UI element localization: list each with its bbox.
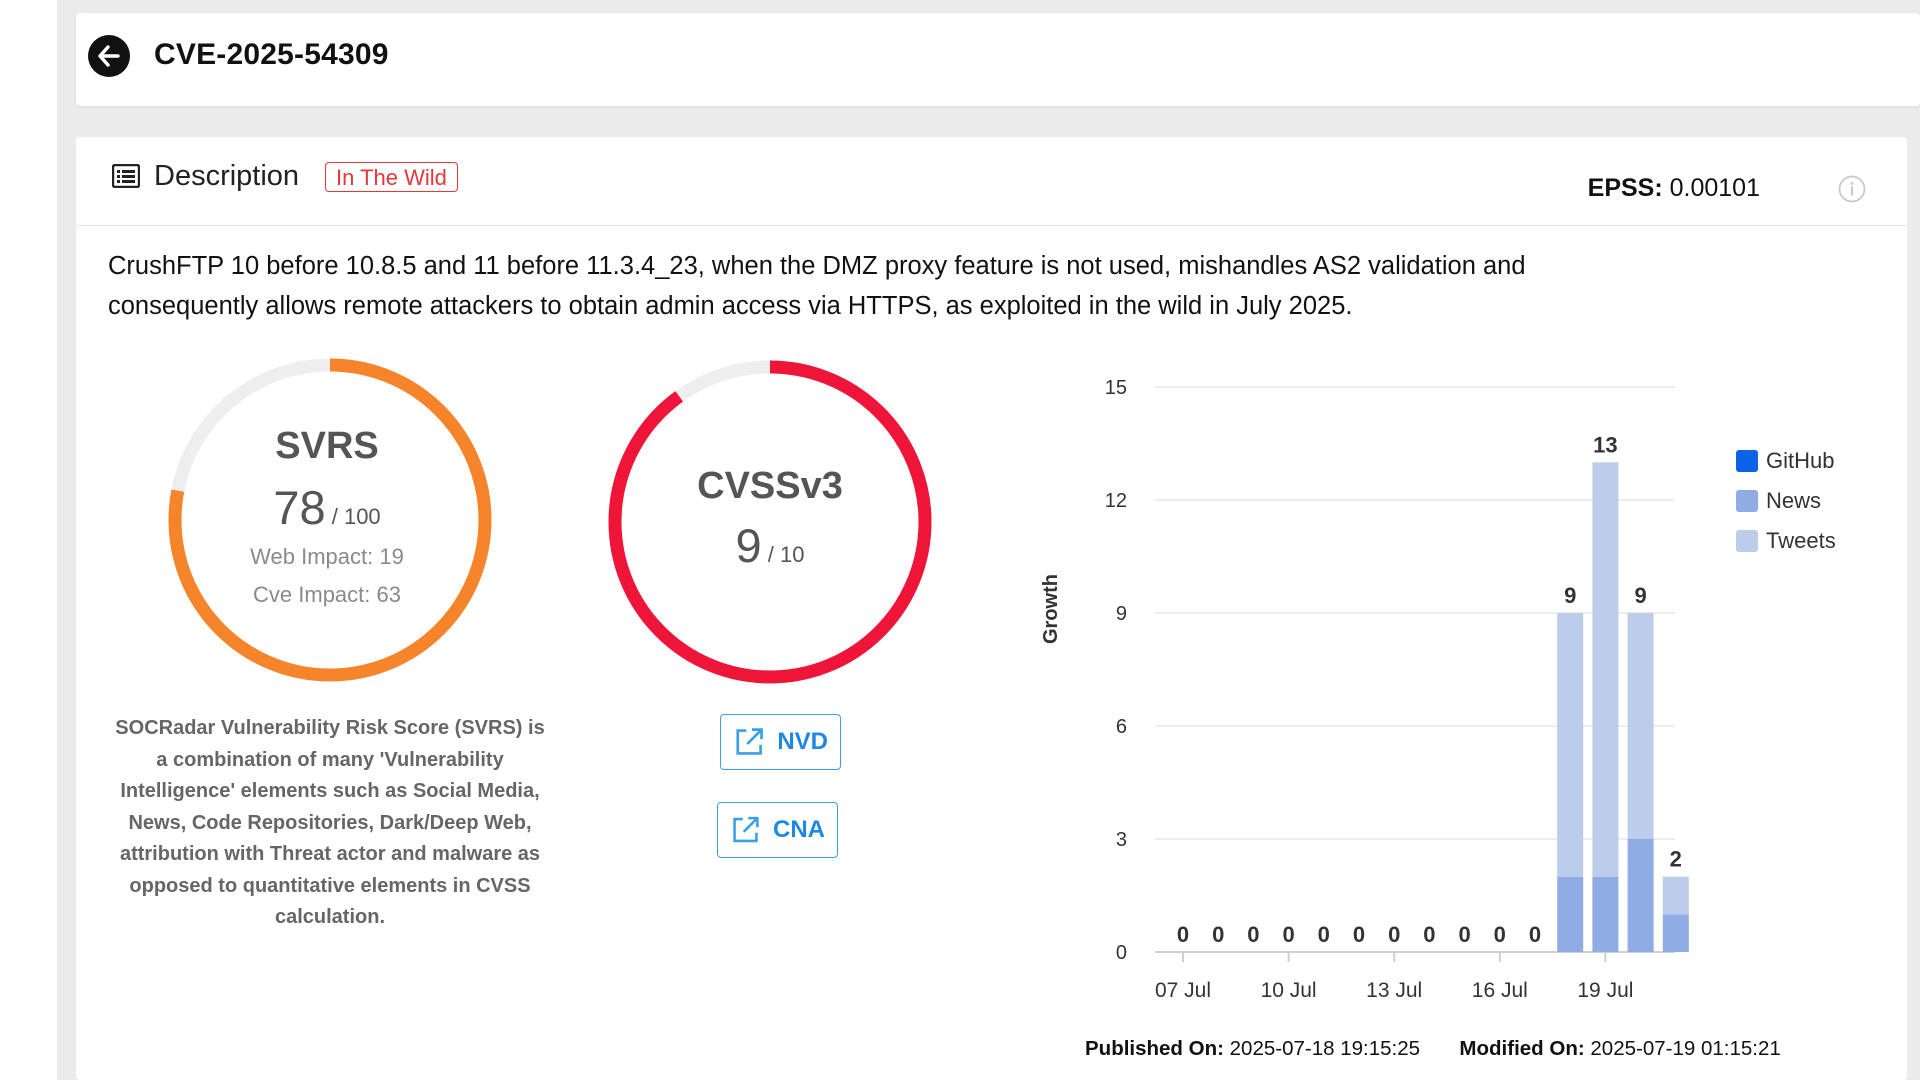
bar-data-label: 0 bbox=[1529, 922, 1541, 947]
legend-swatch bbox=[1736, 450, 1758, 472]
arrow-left-icon bbox=[98, 45, 120, 67]
bar-data-label: 9 bbox=[1564, 583, 1576, 608]
nvd-label: NVD bbox=[777, 728, 828, 755]
bar-data-label: 0 bbox=[1353, 922, 1365, 947]
bar-data-label: 0 bbox=[1318, 922, 1330, 947]
published-value: 2025-07-18 19:15:25 bbox=[1229, 1037, 1421, 1060]
svrs-score: 78 / 100 bbox=[227, 480, 427, 535]
svrs-score-max: / 100 bbox=[331, 504, 381, 529]
x-tick-label: 19 Jul bbox=[1577, 979, 1633, 1002]
divider bbox=[76, 225, 1907, 226]
svrs-title: SVRS bbox=[275, 425, 379, 467]
bar-data-label: 0 bbox=[1247, 922, 1259, 947]
nvd-link-button[interactable]: NVD bbox=[720, 714, 841, 770]
in-the-wild-badge: In The Wild bbox=[325, 162, 458, 192]
x-tick-label: 13 Jul bbox=[1366, 979, 1422, 1002]
legend-swatch bbox=[1736, 490, 1758, 512]
svrs-cve-impact: Cve Impact: 63 bbox=[253, 582, 401, 607]
legend-swatch bbox=[1736, 530, 1758, 552]
bar-data-label: 0 bbox=[1458, 922, 1470, 947]
cvss-gauge bbox=[608, 360, 932, 684]
page-title: CVE-2025-54309 bbox=[154, 38, 389, 71]
cvss-title: CVSSv3 bbox=[697, 465, 843, 507]
bar-news bbox=[1627, 839, 1654, 952]
legend-label: Tweets bbox=[1766, 528, 1836, 553]
svrs-gauge bbox=[168, 358, 492, 682]
svrs-score-value: 78 bbox=[273, 481, 326, 534]
bar-data-label: 0 bbox=[1282, 922, 1294, 947]
description-text: CrushFTP 10 before 10.8.5 and 11 before … bbox=[108, 252, 1526, 320]
y-tick-label: 15 bbox=[1105, 377, 1127, 399]
svrs-explanation: SOCRadar Vulnerability Risk Score (SVRS)… bbox=[115, 717, 545, 928]
cvss-score: 9 / 10 bbox=[670, 518, 870, 573]
published-label: Published On: bbox=[1085, 1037, 1224, 1060]
external-link-icon bbox=[733, 816, 759, 843]
bar-news bbox=[1557, 876, 1584, 952]
legend-item-github[interactable]: GitHub bbox=[1736, 448, 1834, 474]
chart-y-axis-label: Growth bbox=[1040, 574, 1062, 644]
bar-data-label: 2 bbox=[1670, 847, 1682, 872]
bar-tweets bbox=[1662, 876, 1689, 915]
modified-label: Modified On: bbox=[1459, 1037, 1585, 1060]
bar-data-label: 0 bbox=[1177, 922, 1189, 947]
legend-item-news[interactable]: News bbox=[1736, 488, 1821, 514]
bar-tweets bbox=[1592, 462, 1619, 877]
dates-footer: Published On: 2025-07-18 19:15:25 Modifi… bbox=[1085, 1037, 1781, 1061]
epss-label: EPSS: bbox=[1587, 174, 1663, 202]
y-tick-label: 0 bbox=[1116, 942, 1127, 964]
legend-label: GitHub bbox=[1766, 448, 1835, 473]
back-button[interactable] bbox=[88, 35, 130, 77]
bar-data-label: 0 bbox=[1494, 922, 1506, 947]
y-tick-label: 3 bbox=[1116, 829, 1127, 851]
bar-data-label: 9 bbox=[1634, 583, 1646, 608]
section-title: Description bbox=[154, 160, 300, 192]
bar-news bbox=[1592, 876, 1619, 952]
cvss-score-max: / 10 bbox=[767, 542, 805, 567]
svrs-gauge-arc bbox=[168, 358, 492, 682]
cna-link-button[interactable]: CNA bbox=[717, 802, 838, 858]
legend-label: News bbox=[1766, 488, 1822, 513]
legend-item-tweets[interactable]: Tweets bbox=[1736, 528, 1836, 554]
cvss-gauge-arc bbox=[608, 360, 932, 684]
bar-tweets bbox=[1627, 613, 1654, 839]
cvss-score-value: 9 bbox=[735, 519, 762, 572]
info-icon[interactable] bbox=[1838, 175, 1866, 203]
cna-label: CNA bbox=[773, 816, 825, 843]
modified-value: 2025-07-19 01:15:21 bbox=[1590, 1037, 1781, 1060]
bar-tweets bbox=[1557, 613, 1584, 877]
x-tick-label: 16 Jul bbox=[1472, 979, 1528, 1002]
bar-data-label: 0 bbox=[1423, 922, 1435, 947]
epss-score: EPSS: 0.00101 bbox=[1588, 172, 1760, 204]
y-tick-label: 12 bbox=[1105, 490, 1127, 512]
x-tick-label: 07 Jul bbox=[1155, 979, 1211, 1002]
bar-data-label: 13 bbox=[1593, 432, 1617, 457]
bar-news bbox=[1662, 914, 1689, 952]
header-card bbox=[76, 13, 1920, 106]
svrs-web-impact: Web Impact: 19 bbox=[250, 544, 404, 569]
list-icon bbox=[112, 164, 140, 188]
bar-data-label: 0 bbox=[1388, 922, 1400, 947]
x-tick-label: 10 Jul bbox=[1261, 979, 1317, 1002]
epss-value: 0.00101 bbox=[1669, 174, 1760, 202]
y-tick-label: 9 bbox=[1116, 603, 1127, 625]
external-link-icon bbox=[736, 728, 763, 755]
bar-data-label: 0 bbox=[1212, 922, 1224, 947]
y-tick-label: 6 bbox=[1116, 716, 1127, 738]
left-gutter bbox=[0, 0, 57, 1080]
